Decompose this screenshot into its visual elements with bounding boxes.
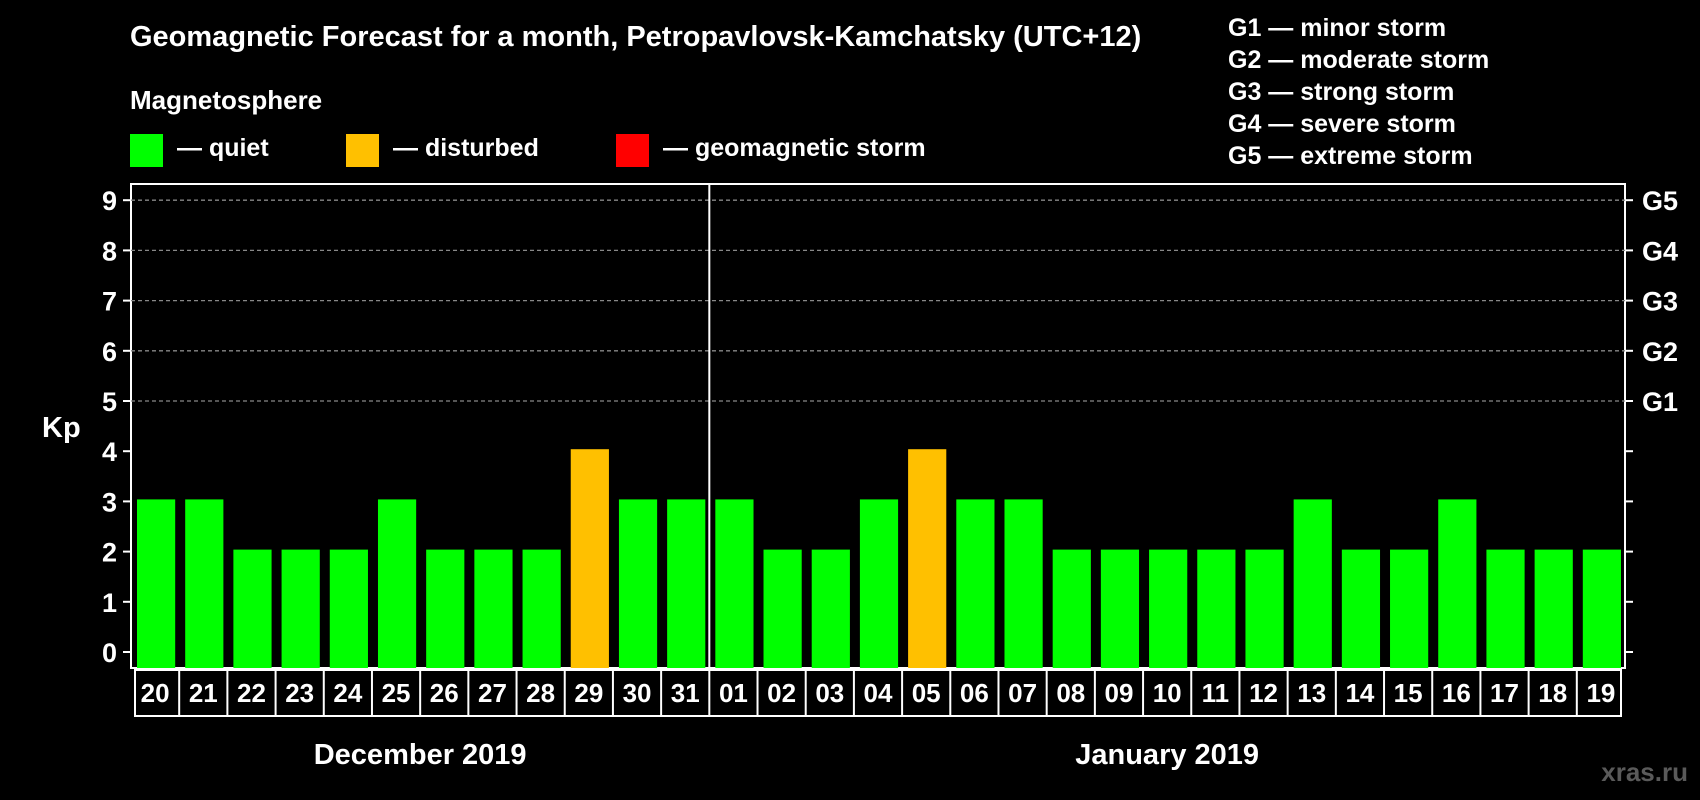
x-tick-label: 22 <box>237 678 266 708</box>
x-tick-label: 20 <box>141 678 170 708</box>
bar <box>1004 499 1043 668</box>
bar <box>956 499 995 668</box>
bar <box>908 449 947 668</box>
bar <box>1341 549 1381 668</box>
y-tick-label: 7 <box>102 287 117 317</box>
y-tick-label: 1 <box>102 588 117 618</box>
x-tick-label: 30 <box>623 678 652 708</box>
bar <box>281 549 320 668</box>
bar <box>763 549 802 668</box>
bar <box>233 549 272 668</box>
bar <box>329 549 368 668</box>
y-tick-label: 3 <box>102 487 117 517</box>
y-tick-label: 5 <box>102 387 117 417</box>
bar <box>715 499 754 668</box>
bar <box>426 549 465 668</box>
bar <box>1100 549 1140 668</box>
g-scale-g1: G1 — minor storm <box>1228 14 1447 42</box>
month-label: December 2019 <box>314 739 527 771</box>
date-row-frame <box>134 669 1622 717</box>
bar <box>1293 499 1332 668</box>
x-tick-label: 06 <box>960 678 989 708</box>
x-tick-label: 16 <box>1442 678 1471 708</box>
bar <box>1197 549 1236 668</box>
y-tick-label: 9 <box>102 186 117 216</box>
g-axis-label: G3 <box>1642 287 1678 317</box>
x-tick-label: 03 <box>815 678 844 708</box>
legend-swatch-storm <box>616 134 649 167</box>
y-tick-label: 2 <box>102 538 117 568</box>
bar <box>1486 549 1525 668</box>
bar <box>185 499 224 668</box>
bar <box>1438 499 1477 668</box>
bar <box>1390 549 1429 668</box>
x-tick-label: 11 <box>1202 678 1230 708</box>
legend-label-storm: — geomagnetic storm <box>663 134 926 162</box>
x-tick-label: 17 <box>1490 678 1519 708</box>
x-tick-label: 23 <box>285 678 314 708</box>
magnetosphere-subtitle: Magnetosphere <box>130 85 323 115</box>
bar <box>1052 549 1091 668</box>
x-tick-label: 14 <box>1345 678 1374 708</box>
x-tick-label: 09 <box>1105 678 1134 708</box>
x-tick-label: 08 <box>1056 678 1085 708</box>
x-tick-label: 31 <box>671 678 700 708</box>
x-tick-label: 24 <box>333 678 362 708</box>
x-tick-label: 04 <box>864 678 893 708</box>
legend-swatch-disturbed <box>346 134 379 167</box>
g-scale-g4: G4 — severe storm <box>1228 110 1456 138</box>
bar <box>1582 549 1621 668</box>
x-tick-label: 21 <box>189 678 218 708</box>
bar <box>667 499 706 668</box>
x-tick-label: 27 <box>478 678 507 708</box>
x-tick-label: 25 <box>382 678 411 708</box>
y-axis-label: Kp <box>42 412 81 444</box>
month-label: January 2019 <box>1075 739 1259 771</box>
x-tick-label: 13 <box>1297 678 1326 708</box>
x-tick-label: 19 <box>1586 678 1615 708</box>
g-axis-label: G1 <box>1642 387 1678 417</box>
x-tick-label: 28 <box>526 678 555 708</box>
bar <box>618 499 658 668</box>
x-tick-label: 05 <box>912 678 941 708</box>
g-axis-label: G5 <box>1642 186 1678 216</box>
g-axis-label: G4 <box>1642 236 1678 266</box>
x-tick-label: 02 <box>767 678 796 708</box>
bar <box>859 499 899 668</box>
y-tick-label: 4 <box>102 437 117 467</box>
y-tick-label: 0 <box>102 638 117 668</box>
bar <box>811 549 850 668</box>
bar <box>1149 549 1188 668</box>
bar <box>377 499 417 668</box>
x-tick-label: 15 <box>1394 678 1423 708</box>
x-tick-label: 18 <box>1538 678 1567 708</box>
y-tick-label: 8 <box>102 236 117 266</box>
g-scale-g5: G5 — extreme storm <box>1228 142 1473 170</box>
bar <box>137 499 176 668</box>
x-tick-label: 26 <box>430 678 459 708</box>
bar <box>570 449 609 668</box>
bar <box>1245 549 1284 668</box>
bar <box>522 549 561 668</box>
x-tick-label: 29 <box>574 678 603 708</box>
legend-swatch-quiet <box>130 134 163 167</box>
bar <box>1534 549 1573 668</box>
x-tick-label: 07 <box>1008 678 1037 708</box>
x-tick-label: 10 <box>1153 678 1182 708</box>
x-tick-label: 01 <box>719 678 748 708</box>
g-axis-label: G2 <box>1642 337 1678 367</box>
x-tick-label: 12 <box>1249 678 1278 708</box>
watermark: xras.ru <box>1601 757 1688 787</box>
g-scale-g2: G2 — moderate storm <box>1228 46 1490 74</box>
y-tick-label: 6 <box>102 337 117 367</box>
bar <box>474 549 513 668</box>
chart-title: Geomagnetic Forecast for a month, Petrop… <box>130 21 1142 53</box>
legend-label-disturbed: — disturbed <box>393 134 539 162</box>
legend-label-quiet: — quiet <box>177 134 269 162</box>
g-scale-g3: G3 — strong storm <box>1228 78 1455 106</box>
